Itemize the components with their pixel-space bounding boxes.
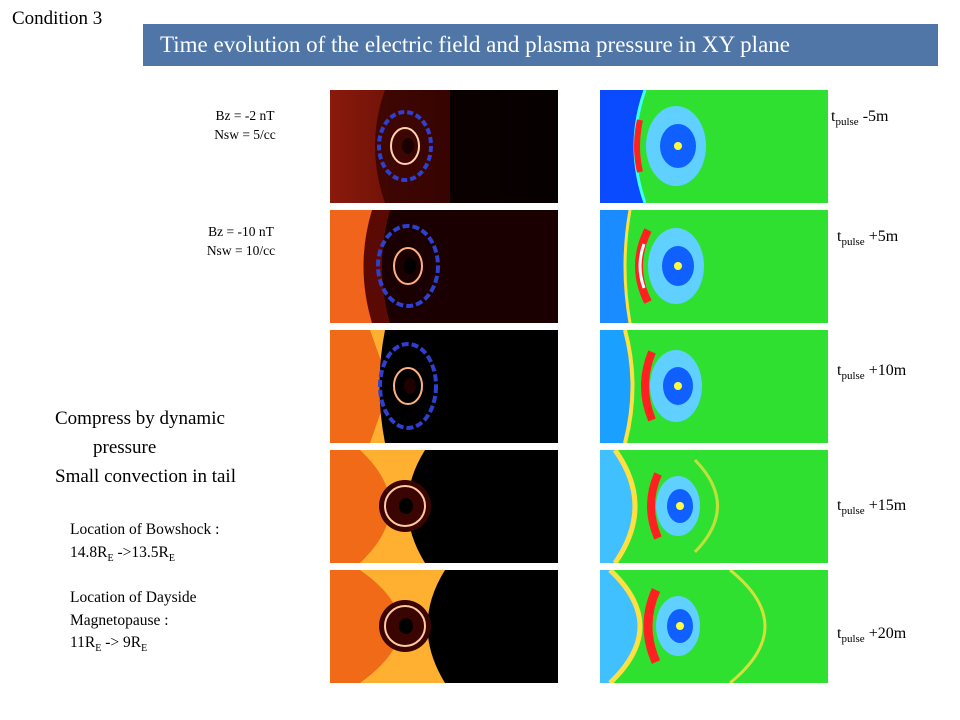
magnetopause-values: 11RE -> 9RE — [70, 634, 148, 655]
magnetopause-title-2: Magnetopause : — [70, 611, 169, 629]
note-line-1: Compress by dynamic — [55, 408, 225, 429]
bz-label: Bz = -2 nT — [215, 108, 275, 123]
compression-note: Compress by dynamic pressure Small conve… — [55, 404, 236, 491]
efield-panel-4 — [330, 450, 558, 563]
efield-panel-1 — [330, 90, 558, 203]
efield-panel-2 — [330, 210, 558, 323]
note-line-3: Small convection in tail — [55, 466, 236, 487]
efield-panel-5 — [330, 570, 558, 683]
bowshock-location: Location of Bowshock : 14.8RE ->13.5RE — [70, 519, 219, 570]
time-label-5: tpulse +20m — [837, 625, 907, 645]
page-title: Time evolution of the electric field and… — [143, 24, 938, 66]
time-label-1: tpulse -5m — [831, 108, 889, 128]
pressure-panel-4 — [600, 450, 828, 563]
nsw-label: Nsw = 10/cc — [206, 243, 276, 258]
nsw-label: Nsw = 5/cc — [214, 127, 276, 142]
pressure-panel-1 — [600, 90, 828, 203]
bowshock-title: Location of Bowshock : — [70, 521, 220, 538]
bz-label: Bz = -10 nT — [208, 224, 274, 239]
magnetopause-title-1: Location of Dayside — [70, 589, 197, 606]
pressure-panel-5 — [600, 570, 828, 683]
note-line-2: pressure — [93, 437, 157, 458]
efield-panel-3 — [330, 330, 558, 443]
pressure-panel-2 — [600, 210, 828, 323]
param-block-2: Bz = -10 nT Nsw = 10/cc — [176, 222, 306, 260]
time-label-4: tpulse +15m — [837, 497, 907, 517]
bowshock-values: 14.8RE ->13.5RE — [70, 543, 175, 564]
param-block-1: Bz = -2 nT Nsw = 5/cc — [180, 106, 310, 144]
condition-label: Condition 3 — [12, 8, 103, 29]
time-label-3: tpulse +10m — [837, 362, 907, 382]
time-label-2: tpulse +5m — [837, 228, 899, 248]
magnetopause-location: Location of Dayside Magnetopause : 11RE … — [70, 587, 197, 661]
pressure-panel-3 — [600, 330, 828, 443]
